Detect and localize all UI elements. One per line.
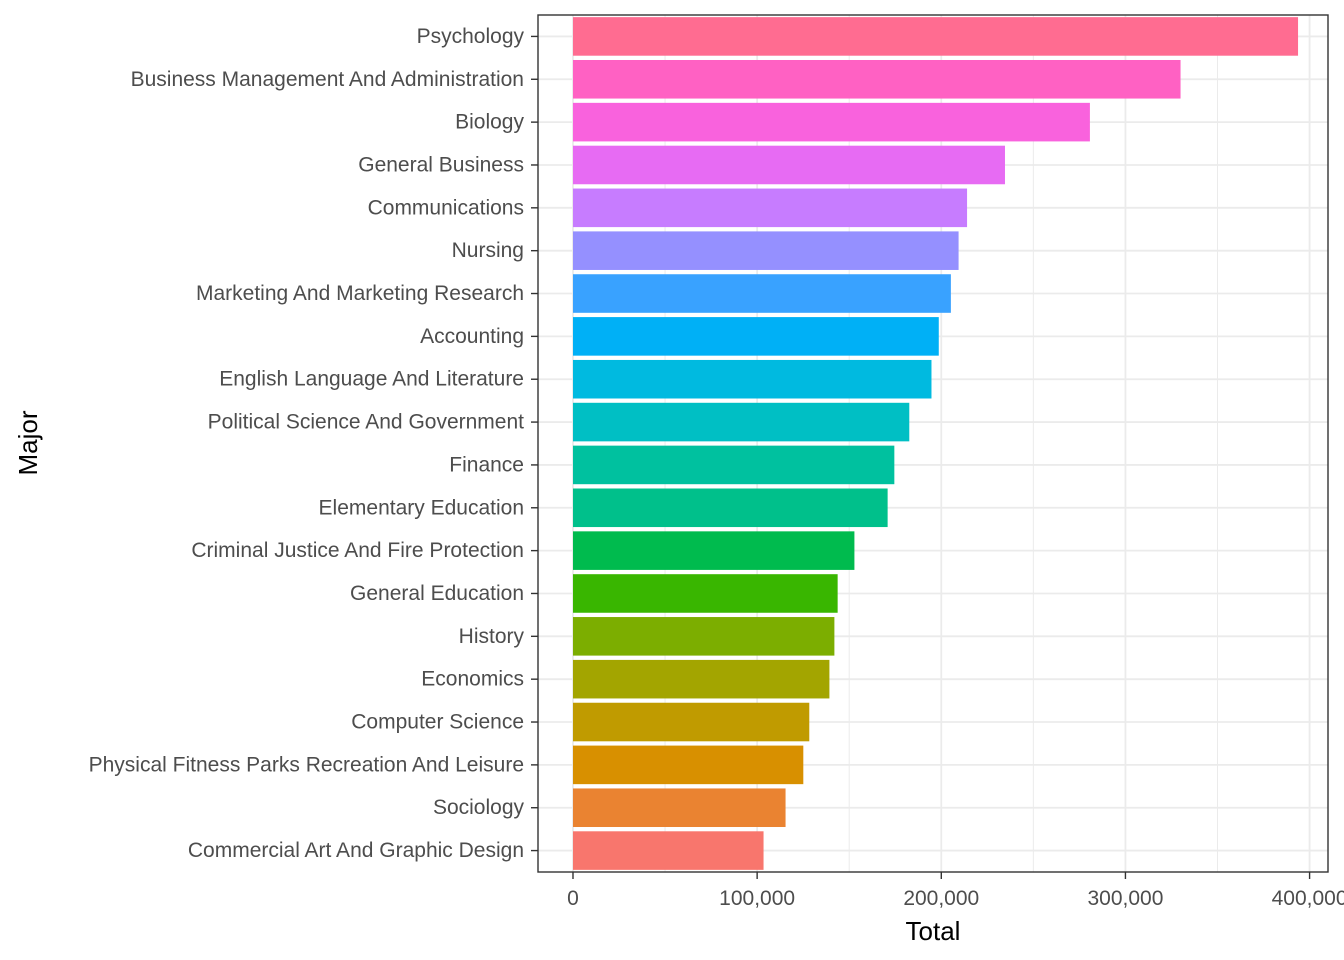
y-tick-label: Elementary Education (319, 496, 524, 519)
bar (572, 531, 855, 570)
bar (572, 617, 835, 656)
bar (572, 359, 932, 399)
y-tick-label: Communications (368, 196, 524, 219)
bar (572, 274, 951, 313)
y-tick-label: Economics (421, 668, 524, 691)
bar (572, 488, 888, 528)
bar (572, 659, 830, 699)
bar (572, 231, 959, 270)
y-tick-label: Computer Science (351, 711, 524, 734)
bar (572, 788, 786, 828)
plot-background (538, 15, 1328, 872)
y-axis-title: Major (13, 410, 43, 475)
bar (572, 188, 968, 228)
bar (572, 317, 939, 356)
bar (572, 445, 895, 485)
y-tick-label: Nursing (452, 239, 524, 262)
bar (572, 574, 838, 613)
bar (572, 17, 1299, 56)
y-tick-label: General Business (358, 153, 524, 176)
y-tick-label: English Language And Literature (219, 368, 524, 391)
x-tick-label: 200,000 (903, 887, 979, 910)
x-tick-label: 300,000 (1087, 887, 1163, 910)
bar (572, 831, 764, 870)
bar (572, 745, 804, 785)
bar (572, 145, 1005, 185)
y-tick-label: Physical Fitness Parks Recreation And Le… (89, 753, 524, 776)
y-tick-label: Criminal Justice And Fire Protection (191, 539, 524, 562)
bar (572, 102, 1090, 142)
x-tick-label: 400,000 (1272, 887, 1344, 910)
y-tick-label: Marketing And Marketing Research (196, 282, 524, 305)
x-tick-label: 0 (567, 887, 579, 910)
bar (572, 702, 810, 742)
y-tick-label: Political Science And Government (208, 411, 524, 434)
y-tick-label: Psychology (417, 25, 525, 48)
y-tick-label: Finance (449, 453, 524, 476)
plot-border (537, 14, 1329, 873)
x-axis-title: Total (906, 916, 961, 946)
y-tick-label: Biology (455, 111, 524, 134)
y-axis: Psychology Business Management And Admini… (89, 25, 538, 862)
x-tick-label: 100,000 (719, 887, 795, 910)
x-axis: 0 100,000 200,000 300,000 400,000 (567, 872, 1344, 910)
y-tick-label: General Education (350, 582, 524, 605)
bar (572, 402, 910, 442)
bar (572, 59, 1181, 99)
bars (572, 17, 1299, 870)
y-tick-label: Business Management And Administration (131, 68, 524, 91)
y-tick-label: Commercial Art And Graphic Design (188, 839, 524, 862)
y-tick-label: Accounting (420, 325, 524, 348)
y-tick-label: History (459, 625, 525, 648)
y-tick-label: Sociology (433, 796, 525, 819)
